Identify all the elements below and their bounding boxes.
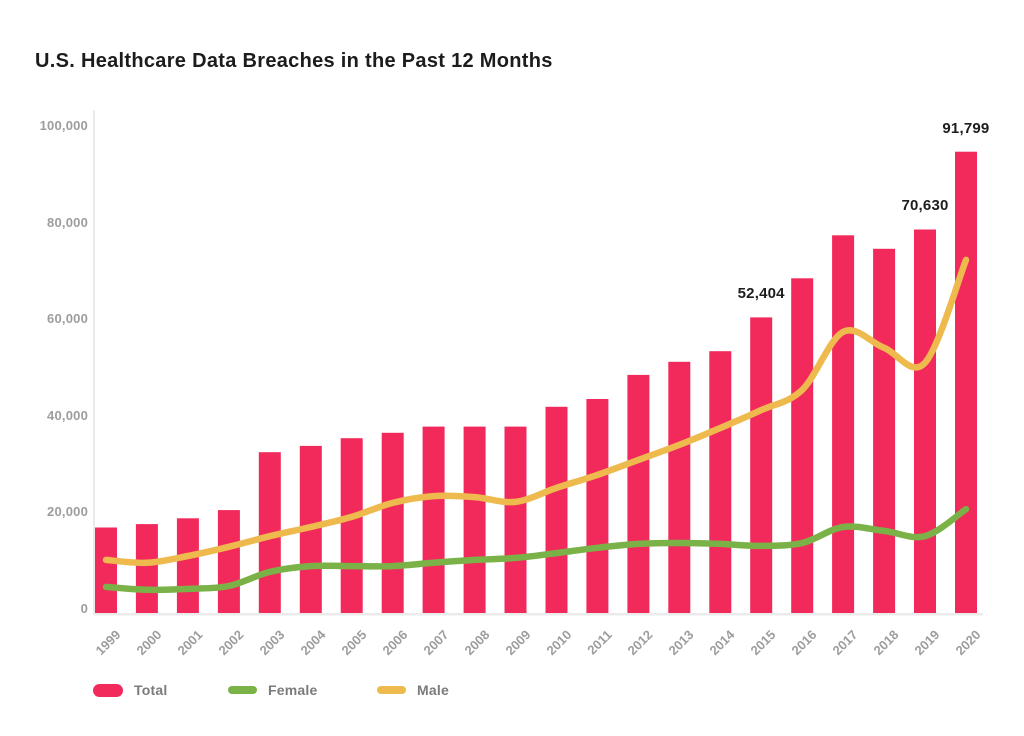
legend-item-total[interactable]: Total (93, 682, 167, 698)
y-tick-label-100000: 100,000 (39, 118, 88, 133)
bar-2017[interactable] (832, 235, 855, 614)
chart-title: U.S. Healthcare Data Breaches in the Pas… (35, 50, 553, 72)
male-line (102, 256, 970, 567)
bar-1999[interactable] (95, 527, 117, 614)
male-swatch (377, 686, 406, 694)
y-tick-label-0: 0 (80, 601, 88, 616)
bar-2015[interactable] (750, 317, 773, 613)
annotation-2020: 91,799 (942, 119, 990, 137)
y-tick-label-80000: 80,000 (47, 214, 88, 230)
bar-2018[interactable] (873, 248, 896, 614)
bar-2011[interactable] (586, 399, 609, 613)
bar-2006[interactable] (381, 432, 404, 613)
bar-2010[interactable] (545, 406, 568, 613)
bar-2007[interactable] (422, 426, 445, 613)
bar-2001[interactable] (176, 518, 199, 613)
legend-item-female[interactable]: Female (228, 682, 317, 698)
bar-2016[interactable] (791, 278, 814, 613)
female-swatch (228, 686, 257, 694)
y-tick-label-20000: 20,000 (47, 504, 88, 520)
bar-2005[interactable] (340, 438, 363, 613)
y-tick-label-60000: 60,000 (47, 311, 88, 327)
x-axis-line (94, 613, 983, 616)
bar-2009[interactable] (504, 426, 527, 613)
annotation-2015: 52,404 (737, 285, 785, 303)
annotation-2019: 70,630 (901, 197, 949, 215)
legend-label-total: Total (134, 682, 168, 698)
bar-2000[interactable] (135, 524, 158, 613)
bar-2013[interactable] (668, 361, 691, 613)
legend-label-male: Male (417, 682, 449, 698)
female-line (102, 505, 970, 594)
legend: Total Female Male (0, 682, 1024, 702)
bar-2019[interactable] (914, 229, 936, 614)
bar-2020[interactable] (955, 151, 977, 613)
y-tick-label-40000: 40,000 (47, 407, 88, 423)
bar-2012[interactable] (627, 374, 650, 613)
legend-label-female: Female (268, 682, 318, 698)
bar-2014[interactable] (709, 351, 732, 613)
bar-2002[interactable] (217, 510, 240, 613)
bar-2008[interactable] (463, 426, 486, 613)
legend-item-male[interactable]: Male (377, 682, 449, 698)
total-swatch (93, 683, 123, 697)
